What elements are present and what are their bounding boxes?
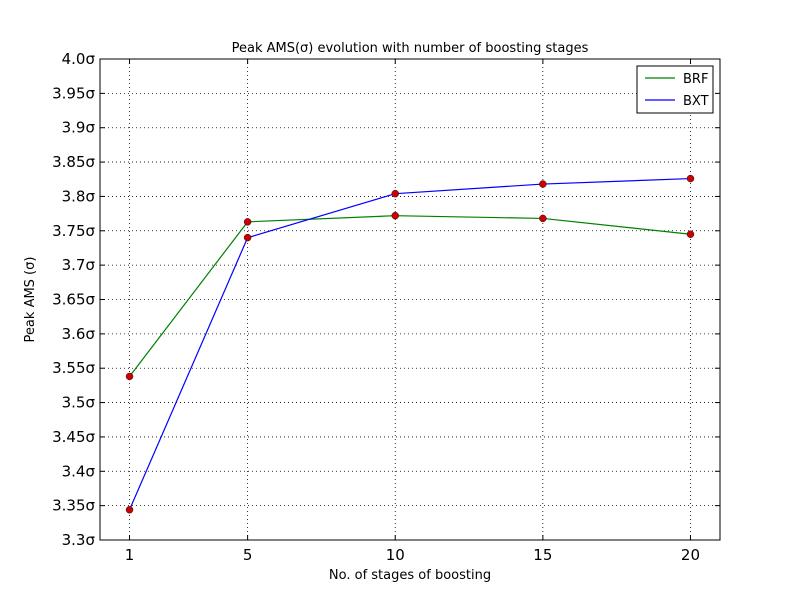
series-lines [128, 177, 691, 511]
y-tick-label: 3.55σ [52, 359, 95, 377]
x-tick-label: 1 [125, 546, 135, 564]
y-tick-label: 3.3σ [62, 531, 96, 549]
series-line-bxt [128, 177, 691, 511]
y-tick-label: 3.35σ [52, 497, 95, 515]
y-axis-label: Peak AMS (σ) [23, 257, 38, 343]
x-tick-label: 15 [533, 546, 552, 564]
data-markers [125, 174, 695, 514]
data-point-bxt [539, 180, 547, 188]
legend-label-bxt: BXT [683, 94, 709, 109]
data-point-brf [243, 218, 252, 226]
data-point-brf [391, 211, 399, 220]
legend: BRF BXT [636, 65, 714, 114]
data-point-brf [539, 214, 547, 223]
chart-title: Peak AMS(σ) evolution with number of boo… [232, 41, 589, 56]
y-tick-label: 3.95σ [52, 84, 95, 102]
series-line-brf [129, 215, 691, 377]
x-tick-label: 10 [386, 546, 405, 564]
legend-box [636, 65, 714, 114]
y-tick-label: 3.5σ [62, 394, 96, 412]
y-tick-label: 3.45σ [52, 428, 95, 446]
y-tick-label: 3.75σ [52, 222, 95, 240]
data-point-bxt [391, 189, 399, 198]
data-point-brf [125, 372, 134, 381]
legend-label-brf: BRF [683, 72, 708, 87]
data-point-bxt [686, 174, 695, 183]
y-tick-label: 3.65σ [52, 291, 95, 309]
y-tick-label: 3.4σ [62, 462, 96, 480]
x-tick-label: 5 [243, 546, 253, 564]
y-tick-label: 4.0σ [62, 50, 96, 68]
x-tick-label: 20 [681, 546, 700, 564]
y-tick-label: 3.6σ [62, 325, 96, 343]
ticks: 3.3σ 3.35σ 3.4σ 3.45σ 3.5σ 3.55σ 3.6σ 3.65σ 3.7σ… [52, 50, 720, 564]
y-tick-label: 3.85σ [52, 153, 95, 171]
data-point-brf [686, 230, 695, 238]
data-point-bxt [125, 506, 134, 514]
grid [100, 59, 720, 540]
y-tick-label: 3.8σ [62, 187, 96, 205]
x-axis-label: No. of stages of boosting [329, 568, 491, 583]
y-tick-label: 3.7σ [62, 256, 96, 274]
data-point-bxt [243, 233, 252, 242]
y-tick-label: 3.9σ [62, 119, 96, 137]
